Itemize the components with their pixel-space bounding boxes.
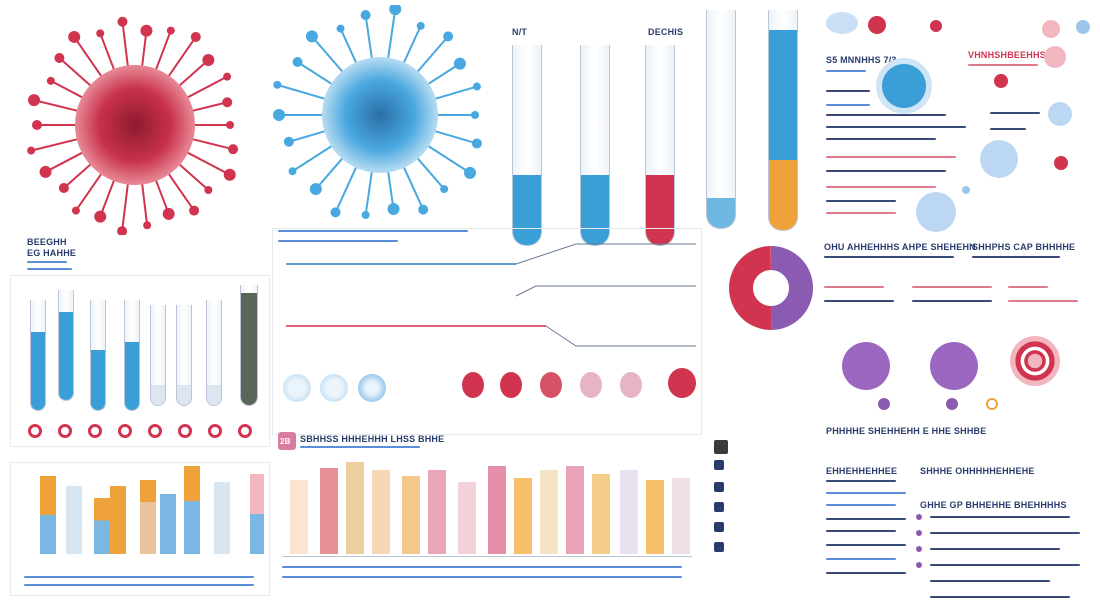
donut-chart xyxy=(729,246,813,330)
mid-num: 2B xyxy=(280,437,291,446)
tubes-header-left: N/T xyxy=(512,27,528,37)
line-diagram xyxy=(286,243,696,347)
virus-caption-2: EG HAHHE xyxy=(27,248,77,258)
right-title-2: SHHPHS CAP BHHHHE xyxy=(972,242,1076,252)
donut-title: OHU AHHEHHHS AHPE SHEHEHN xyxy=(824,242,976,252)
mid-caption: SBHHSS HHHEHHH LHSS BHHE xyxy=(300,434,445,444)
stats-title-3: GHHE GP BHHEHHE BHEHHHHS xyxy=(920,500,1067,510)
test-tube xyxy=(768,10,798,231)
purple-virus-icon xyxy=(842,342,978,390)
right-header: S5 MNNHHS 7/3 xyxy=(826,55,897,65)
bottom-caption: PHHHHE SHEHHEHH E HHE SHHBE xyxy=(826,426,987,436)
test-tube xyxy=(645,45,675,246)
stats-title: EHHEHHEHHEE xyxy=(826,466,898,476)
test-tube xyxy=(580,45,610,246)
red-virus-icon xyxy=(27,16,239,235)
stats-title-2: SHHHE OHHHHHEHHEHE xyxy=(920,466,1035,476)
blue-virus-icon xyxy=(273,5,482,219)
right-header-red: VHNHSHBEEHHS xyxy=(968,50,1046,60)
test-tube xyxy=(706,10,736,229)
tubes-header-right: DECHIS xyxy=(648,27,684,37)
test-tube xyxy=(512,45,542,246)
virus-caption-1: BEEGHH xyxy=(27,237,67,247)
